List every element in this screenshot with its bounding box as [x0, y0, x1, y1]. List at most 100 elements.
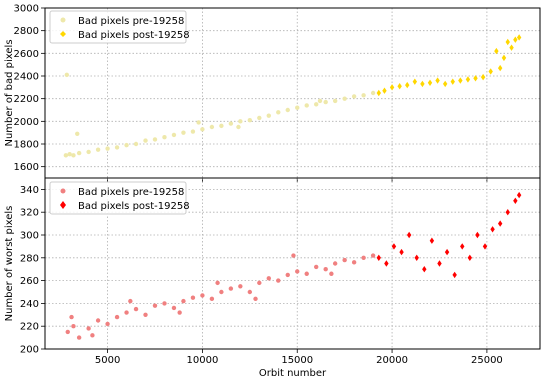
- bottom-point-s0-33: [370, 253, 376, 258]
- top-y-tick-label-3: 2200: [14, 94, 39, 105]
- top-y-tick-label-6: 2800: [14, 26, 39, 37]
- bottom-point-s1-12: [467, 254, 473, 261]
- bottom-point-s0-4: [95, 318, 101, 323]
- top-point-s1-6: [420, 80, 425, 88]
- top-point-s0-34: [370, 90, 376, 96]
- bottom-point-s0-12: [171, 305, 177, 311]
- top-point-s0-14: [181, 130, 186, 135]
- bottom-point-s0-8: [133, 306, 139, 312]
- top-point-s0-8: [124, 142, 129, 148]
- bottom-point-s1-7: [429, 237, 435, 244]
- bottom-point-s0-24: [285, 272, 290, 278]
- top-legend-marker-pre: [60, 17, 66, 23]
- top-point-s1-7: [427, 79, 433, 86]
- top-point-s0-12: [162, 135, 167, 140]
- top-point-s0-3: [76, 150, 82, 156]
- top-legend-label-post: Bad pixels post-19258: [78, 30, 190, 41]
- bottom-point-s0-39: [253, 296, 258, 302]
- bottom-point-s1-14: [482, 243, 488, 250]
- bottom-y-tick-label-6: 320: [20, 208, 39, 219]
- top-point-s0-36: [75, 131, 80, 136]
- bottom-point-s1-11: [460, 243, 465, 250]
- bottom-points: [65, 191, 522, 340]
- bottom-point-s1-15: [490, 226, 495, 233]
- top-point-s1-13: [473, 75, 478, 82]
- top-point-s0-9: [133, 141, 139, 147]
- top-point-s0-29: [323, 99, 328, 105]
- top-point-s1-0: [376, 89, 381, 97]
- bottom-point-s1-3: [399, 248, 404, 256]
- bottom-y-tick-label-3: 260: [20, 276, 39, 287]
- bottom-legend-label-post: Bad pixels post-19258: [78, 201, 190, 212]
- top-y-axis-label: Number of bad pixels: [4, 39, 15, 146]
- bottom-point-s0-11: [162, 301, 167, 306]
- top-legend-label-pre: Bad pixels pre-19258: [78, 16, 184, 27]
- top-y-tick-label-4: 2400: [14, 72, 39, 83]
- top-point-s0-2: [71, 153, 76, 158]
- bottom-legend: Bad pixels pre-19258 Bad pixels post-192…: [49, 181, 190, 215]
- bottom-y-tick-label-5: 300: [20, 231, 39, 242]
- top-legend: Bad pixels pre-19258 Bad pixels post-192…: [49, 10, 190, 44]
- bottom-point-s0-29: [332, 261, 338, 266]
- bottom-panel: 200 220 240 260 280 300 320 340 5000 10000 15000 20…: [4, 177, 541, 378]
- x-tick-label-0: 5000: [95, 355, 120, 366]
- top-point-s1-10: [450, 78, 455, 85]
- top-point-s0-16: [200, 127, 205, 132]
- top-point-s0-21: [247, 118, 253, 123]
- bottom-y-axis-label: Number of worst pixels: [4, 206, 15, 322]
- bottom-point-s0-5: [105, 321, 110, 327]
- bottom-y-tick-label-4: 280: [20, 253, 39, 264]
- bottom-point-s0-25: [295, 269, 300, 274]
- bottom-y-tick-label-2: 240: [20, 299, 39, 310]
- bottom-point-s0-16: [209, 296, 215, 302]
- top-point-s0-4: [86, 149, 91, 155]
- top-point-s0-33: [361, 93, 366, 98]
- bottom-legend-marker-pre: [60, 188, 66, 194]
- top-point-s0-25: [285, 107, 290, 113]
- top-point-s1-20: [509, 44, 514, 51]
- bottom-point-s0-15: [200, 293, 205, 298]
- bottom-point-s0-32: [361, 255, 366, 260]
- bottom-point-s0-17: [219, 289, 224, 295]
- bottom-ticks: 200 220 240 260 280 300 320 340 5000 10000 15000 20…: [20, 185, 503, 366]
- top-point-s0-37: [196, 120, 201, 125]
- top-point-s1-16: [494, 47, 499, 55]
- top-legend-marker-post: [60, 31, 66, 37]
- top-point-s1-19: [505, 38, 510, 46]
- bottom-point-s0-3: [86, 326, 91, 331]
- bottom-point-s1-0: [376, 254, 381, 261]
- top-ticks: 1600 1800 2000 2200 2400 2600 2800 3000: [14, 4, 488, 182]
- top-point-s1-21: [513, 36, 518, 43]
- top-point-s1-15: [488, 68, 493, 75]
- bottom-point-s1-4: [406, 231, 412, 239]
- bottom-legend-box: [49, 181, 187, 215]
- bottom-point-s0-7: [124, 310, 129, 315]
- bottom-point-s0-20: [247, 289, 253, 295]
- top-point-s1-14: [480, 73, 486, 81]
- bottom-point-s1-8: [437, 260, 442, 267]
- top-point-s0-30: [332, 98, 338, 104]
- bottom-point-s1-9: [444, 248, 450, 256]
- top-point-s0-35: [64, 72, 70, 78]
- bottom-point-s0-34: [69, 314, 74, 320]
- bottom-point-s0-18: [228, 286, 234, 291]
- top-point-s0-19: [228, 121, 234, 126]
- top-point-s0-18: [219, 123, 224, 129]
- top-point-s0-27: [304, 103, 309, 108]
- bottom-point-s0-37: [177, 310, 182, 315]
- top-point-s0-0: [63, 153, 69, 158]
- bottom-point-s0-23: [276, 278, 281, 283]
- top-point-s1-4: [405, 81, 410, 89]
- top-point-s1-22: [516, 34, 522, 41]
- top-y-tick-label-0: 1600: [14, 162, 39, 173]
- top-point-s0-38: [236, 124, 241, 130]
- top-point-s1-1: [382, 87, 387, 94]
- bottom-point-s0-10: [152, 303, 158, 308]
- bottom-point-s0-19: [238, 284, 243, 289]
- bottom-point-s1-19: [516, 191, 522, 199]
- bottom-point-s0-28: [323, 267, 328, 272]
- bottom-legend-marker-post: [60, 201, 66, 209]
- bottom-point-s0-9: [143, 312, 148, 317]
- bottom-point-s1-5: [414, 254, 419, 261]
